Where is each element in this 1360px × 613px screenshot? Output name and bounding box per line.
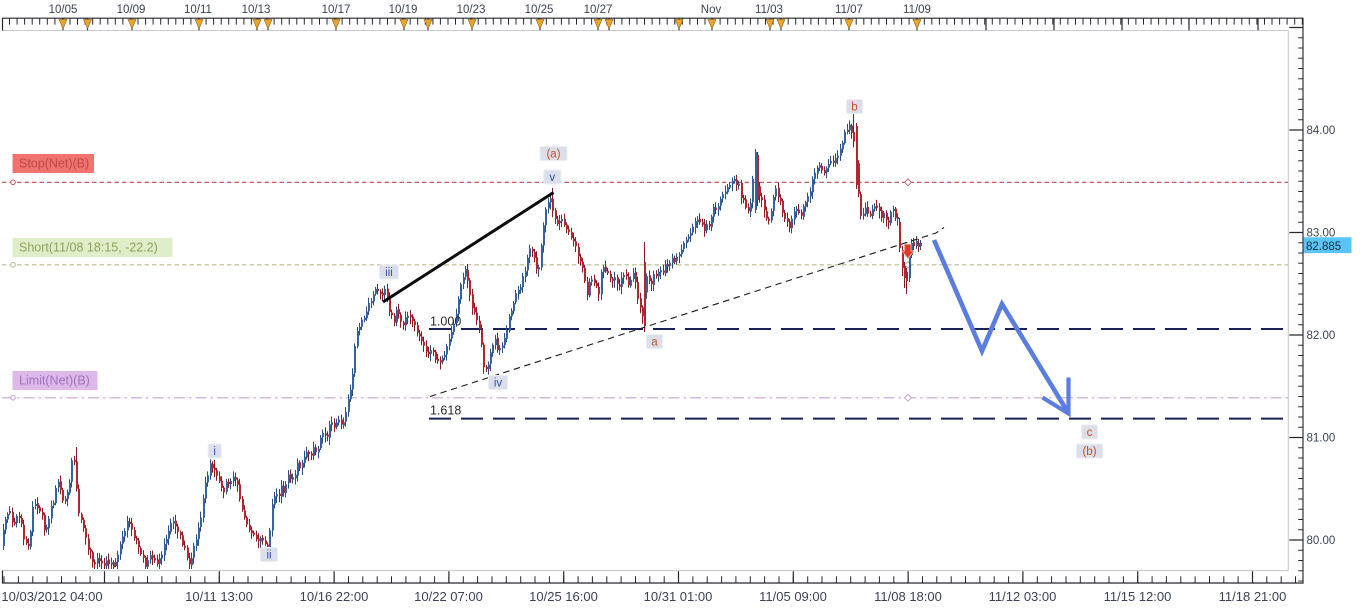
svg-text:81.00: 81.00 — [1307, 433, 1336, 445]
svg-text:(b): (b) — [1082, 446, 1096, 458]
svg-text:c: c — [1087, 427, 1093, 439]
svg-text:10/25: 10/25 — [525, 4, 554, 16]
svg-text:10/31 01:00: 10/31 01:00 — [644, 589, 713, 604]
svg-text:11/08 18:00: 11/08 18:00 — [874, 589, 942, 604]
svg-text:11/18 21:00: 11/18 21:00 — [1219, 589, 1287, 604]
svg-text:1.000: 1.000 — [430, 315, 461, 329]
svg-text:10/22 07:00: 10/22 07:00 — [414, 589, 483, 604]
svg-text:11/05 09:00: 11/05 09:00 — [759, 589, 827, 604]
svg-text:10/25 16:00: 10/25 16:00 — [529, 589, 598, 604]
svg-text:Limit(Net)(B): Limit(Net)(B) — [19, 374, 90, 388]
svg-text:10/05: 10/05 — [49, 4, 78, 16]
svg-text:11/07: 11/07 — [835, 4, 863, 16]
svg-text:10/13: 10/13 — [242, 4, 271, 16]
svg-text:82.00: 82.00 — [1307, 330, 1336, 342]
svg-text:10/03/2012 04:00: 10/03/2012 04:00 — [1, 589, 102, 604]
svg-text:ii: ii — [266, 550, 271, 562]
svg-text:Nov: Nov — [701, 4, 722, 16]
svg-text:i: i — [213, 446, 216, 458]
svg-text:Stop(Net)(B): Stop(Net)(B) — [19, 157, 89, 171]
svg-text:iv: iv — [494, 378, 503, 390]
svg-text:11/12 03:00: 11/12 03:00 — [989, 589, 1057, 604]
svg-text:iii: iii — [385, 267, 393, 279]
svg-text:84.00: 84.00 — [1307, 125, 1336, 137]
svg-text:10/16 22:00: 10/16 22:00 — [300, 589, 369, 604]
svg-text:1.618: 1.618 — [430, 404, 461, 418]
svg-text:11/09: 11/09 — [903, 4, 931, 16]
svg-text:v: v — [549, 172, 555, 184]
svg-text:83.00: 83.00 — [1307, 228, 1336, 240]
svg-text:10/17: 10/17 — [322, 4, 351, 16]
svg-text:11/15 12:00: 11/15 12:00 — [1104, 589, 1172, 604]
svg-text:10/11 13:00: 10/11 13:00 — [185, 589, 253, 604]
svg-text:10/27: 10/27 — [584, 4, 613, 16]
svg-text:b: b — [851, 102, 857, 114]
svg-text:10/23: 10/23 — [457, 4, 486, 16]
svg-text:10/19: 10/19 — [389, 4, 418, 16]
svg-text:11/03: 11/03 — [755, 4, 783, 16]
svg-text:10/09: 10/09 — [117, 4, 146, 16]
svg-text:Short(11/08 18:15, -22.2): Short(11/08 18:15, -22.2) — [19, 241, 158, 255]
svg-text:(a): (a) — [546, 149, 560, 161]
svg-text:80.00: 80.00 — [1307, 535, 1336, 547]
svg-text:a: a — [651, 337, 658, 349]
svg-text:82.885: 82.885 — [1306, 241, 1341, 253]
svg-text:10/11: 10/11 — [184, 4, 212, 16]
